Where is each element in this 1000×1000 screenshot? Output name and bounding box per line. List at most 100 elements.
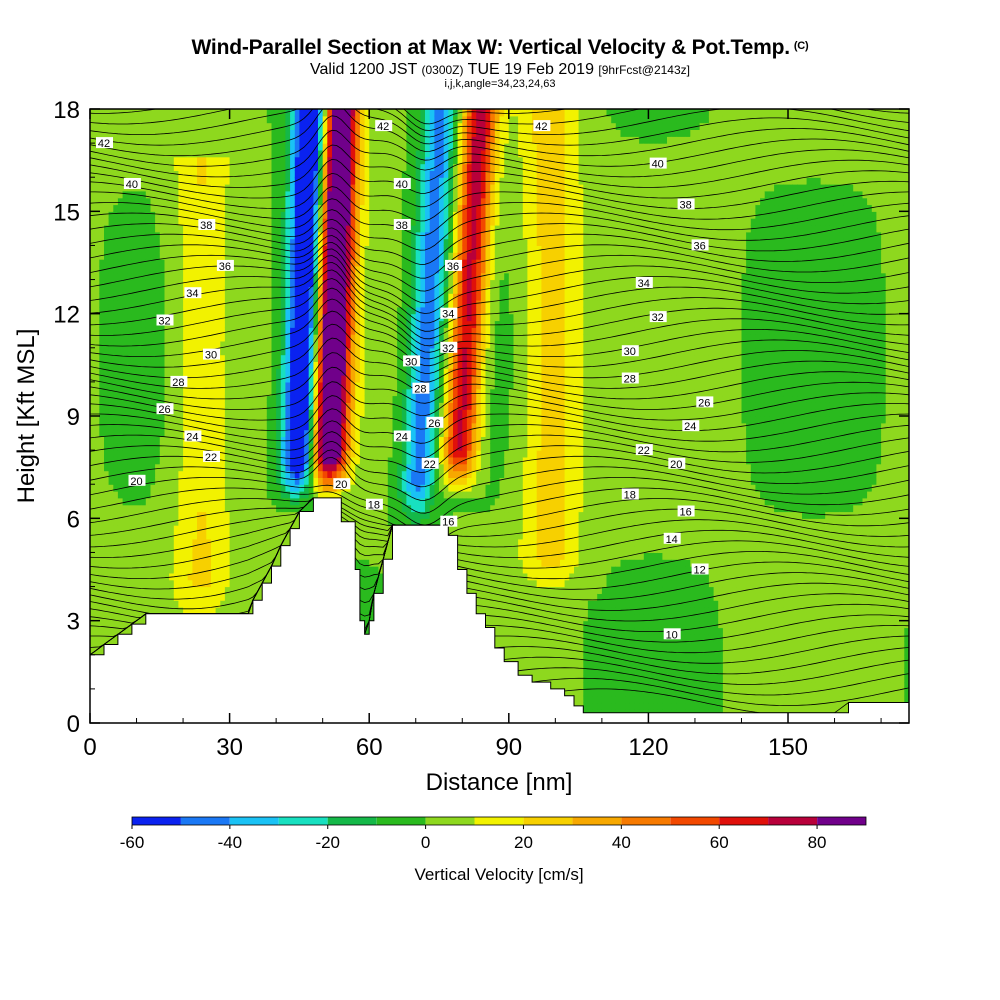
velocity-cell <box>155 388 161 397</box>
velocity-cell <box>136 252 142 260</box>
velocity-cell <box>266 225 273 233</box>
velocity-cell <box>117 272 124 281</box>
velocity-cell <box>155 497 161 506</box>
velocity-cell <box>322 259 328 267</box>
velocity-cell <box>178 491 184 499</box>
velocity-cell <box>206 327 212 335</box>
velocity-cell <box>117 409 124 417</box>
velocity-cell <box>322 429 328 437</box>
velocity-cell <box>127 463 133 472</box>
velocity-cell <box>332 293 338 301</box>
velocity-cell <box>94 436 100 444</box>
velocity-cell <box>220 218 226 226</box>
velocity-cell <box>108 218 114 226</box>
velocity-cell <box>220 109 226 117</box>
velocity-cell <box>159 429 166 437</box>
velocity-cell <box>173 504 180 513</box>
velocity-cell <box>201 504 207 513</box>
velocity-cell <box>336 375 342 383</box>
velocity-cell <box>234 306 240 315</box>
velocity-cell <box>290 204 296 212</box>
velocity-cell <box>197 149 203 158</box>
velocity-cell <box>117 211 124 219</box>
velocity-cell <box>145 313 152 322</box>
velocity-cell <box>266 163 273 171</box>
velocity-cell <box>211 313 217 322</box>
velocity-cell <box>304 163 310 171</box>
velocity-cell <box>304 259 310 267</box>
velocity-cell <box>113 613 119 622</box>
velocity-cell <box>183 532 189 540</box>
velocity-cell <box>94 375 100 383</box>
velocity-cell <box>304 327 310 335</box>
velocity-cell <box>104 504 110 513</box>
velocity-cell <box>271 511 277 519</box>
velocity-cell <box>187 170 193 178</box>
velocity-cell <box>229 538 235 547</box>
velocity-cell <box>336 252 342 260</box>
velocity-cell <box>304 231 310 240</box>
velocity-cell <box>113 422 119 431</box>
velocity-cell <box>178 115 184 124</box>
velocity-cell <box>108 443 114 451</box>
velocity-cell <box>252 586 259 594</box>
velocity-cell <box>131 129 138 137</box>
velocity-cell <box>90 170 96 178</box>
velocity-cell <box>220 579 226 588</box>
velocity-cell <box>178 238 184 246</box>
velocity-cell <box>211 443 217 451</box>
velocity-cell <box>197 341 203 349</box>
velocity-cell <box>252 470 259 478</box>
velocity-cell <box>192 225 198 233</box>
velocity-cell <box>104 129 110 137</box>
velocity-cell <box>173 354 180 362</box>
velocity-cell <box>322 320 328 328</box>
velocity-cell <box>94 388 100 397</box>
velocity-cell <box>99 613 105 622</box>
velocity-cell <box>304 136 310 144</box>
velocity-cell <box>248 525 254 533</box>
velocity-cell <box>164 163 170 171</box>
velocity-cell <box>285 320 291 328</box>
velocity-cell <box>248 511 254 519</box>
velocity-cell <box>234 525 240 533</box>
velocity-cell <box>220 463 226 472</box>
velocity-cell <box>178 320 184 328</box>
velocity-cell <box>280 525 287 533</box>
velocity-cell <box>187 368 193 376</box>
velocity-cell <box>271 293 277 301</box>
velocity-cell <box>206 477 212 485</box>
velocity-cell <box>252 156 259 165</box>
velocity-cell <box>262 225 268 233</box>
velocity-cell <box>276 272 282 281</box>
velocity-cell <box>164 238 170 246</box>
velocity-cell <box>155 293 161 301</box>
velocity-cell <box>145 265 152 274</box>
velocity-cell <box>201 259 207 267</box>
velocity-cell <box>266 122 273 130</box>
velocity-cell <box>271 491 277 499</box>
velocity-cell <box>164 300 170 308</box>
velocity-cell <box>327 115 333 124</box>
velocity-cell <box>127 122 133 130</box>
velocity-cell <box>229 347 235 356</box>
velocity-cell <box>173 436 180 444</box>
velocity-cell <box>187 395 193 403</box>
velocity-cell <box>99 456 105 465</box>
velocity-cell <box>173 149 180 158</box>
velocity-cell <box>262 156 268 165</box>
velocity-cell <box>234 265 240 274</box>
velocity-cell <box>336 402 342 410</box>
velocity-cell <box>252 395 259 403</box>
velocity-cell <box>117 484 124 492</box>
velocity-cell <box>113 388 119 397</box>
velocity-cell <box>127 593 133 601</box>
velocity-cell <box>145 156 152 165</box>
velocity-cell <box>150 559 156 567</box>
velocity-cell <box>234 231 240 240</box>
velocity-cell <box>113 463 119 472</box>
velocity-cell <box>90 252 96 260</box>
velocity-cell <box>187 238 193 246</box>
velocity-cell <box>332 395 338 403</box>
velocity-cell <box>169 341 175 349</box>
